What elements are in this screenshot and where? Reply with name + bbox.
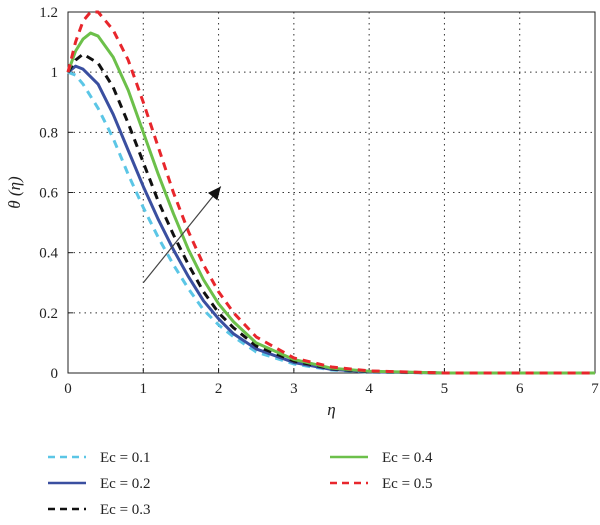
x-axis-label: η: [327, 400, 335, 419]
x-tick-label: 1: [140, 381, 148, 397]
x-tick-label: 4: [365, 381, 373, 397]
x-tick-label: 2: [215, 381, 223, 397]
x-tick-label: 0: [64, 381, 72, 397]
y-axis-label: θ (η): [5, 176, 24, 209]
trend-arrow-head: [208, 186, 221, 201]
x-tick-label: 6: [516, 381, 524, 397]
y-tick-label: 0.2: [39, 306, 58, 322]
legend-label-3: Ec = 0.3: [100, 502, 151, 518]
trend-arrow-line: [142, 186, 222, 284]
tick-labels: 0 1 2 3 4 5 6 7 0 0.2 0.4 0.6 0.8 1 1.2: [39, 5, 599, 397]
x-tick-label: 5: [441, 381, 449, 397]
legend-label-4: Ec = 0.4: [382, 450, 433, 466]
y-tick-label: 1: [51, 65, 59, 81]
legend-label-5: Ec = 0.5: [382, 476, 433, 492]
legend-label-2: Ec = 0.2: [100, 476, 151, 492]
y-tick-label: 0: [51, 366, 59, 382]
y-tick-label: 0.8: [39, 125, 58, 141]
legend: Ec = 0.1 Ec = 0.2 Ec = 0.3 Ec = 0.4 Ec = 0.5: [48, 450, 433, 518]
series-line-5: [66, 10, 595, 375]
plot-frame: [67, 11, 596, 374]
series-layer: [66, 10, 595, 375]
series-line-4: [66, 31, 595, 375]
x-tick-label: 7: [591, 381, 599, 397]
y-tick-label: 0.6: [39, 186, 58, 202]
series-line-3: [66, 52, 595, 375]
legend-label-1: Ec = 0.1: [100, 450, 151, 466]
y-tick-label: 0.4: [39, 246, 58, 262]
annotation-layer: [142, 186, 222, 284]
y-tick-label: 1.2: [39, 5, 58, 21]
x-tick-label: 3: [290, 381, 298, 397]
